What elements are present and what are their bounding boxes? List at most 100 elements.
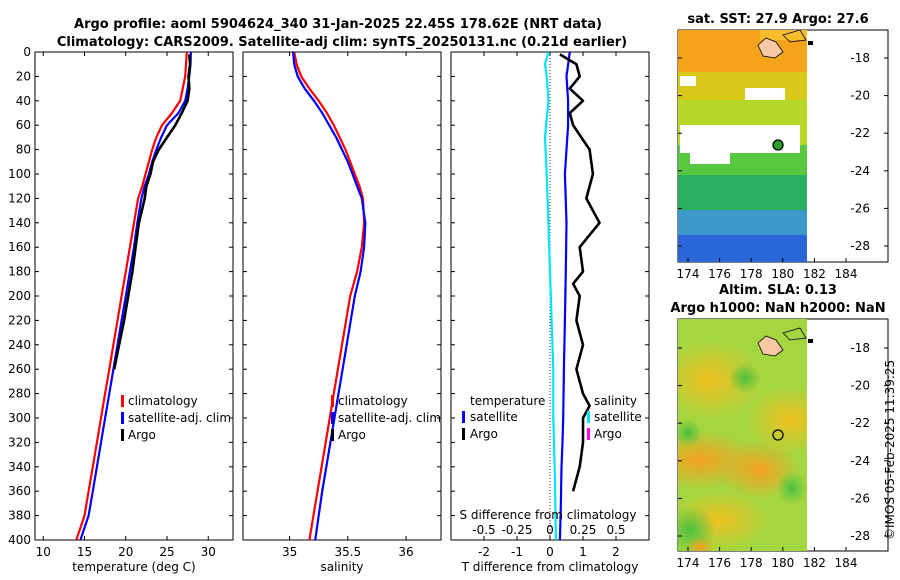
lat-tick-label: -22 xyxy=(850,416,870,430)
figure-title-line2: Climatology: CARS2009. Satellite-adj cli… xyxy=(57,35,627,50)
legend-swatch-t-argo xyxy=(462,428,465,440)
depth-tick-labels: 0 20 40 60 80 100 120 140 160 180 200 220 240 260 280 3… xyxy=(8,45,31,547)
x-tick-label: 0 xyxy=(546,545,554,559)
lon-tick-label: 178 xyxy=(740,556,763,570)
figure-title-line1: Argo profile: aoml 5904624_340 31-Jan-20… xyxy=(74,17,602,32)
x-tick-label: -1 xyxy=(511,545,523,559)
s-diff-tick-label: -0.25 xyxy=(501,523,532,537)
argo-location-marker xyxy=(772,139,784,151)
depth-tick-label: 200 xyxy=(8,289,31,303)
sla-longitude-tick-labels: 174 176 178 180 182 184 xyxy=(677,547,858,570)
salinity-series xyxy=(292,52,367,540)
depth-tick-label: 320 xyxy=(8,435,31,449)
series-line-s-satellite xyxy=(543,52,557,540)
legend-swatch-climatology xyxy=(331,395,334,407)
lat-tick-label: -24 xyxy=(850,164,870,178)
legend-label-argo: Argo xyxy=(338,428,366,442)
legend-label-climatology: climatology xyxy=(128,394,198,408)
salinity-tick-labels: 35 35.5 36 xyxy=(243,51,441,559)
temperature-legend: climatology satellite-adj. clim Argo xyxy=(121,394,231,442)
depth-tick-label: 120 xyxy=(8,191,31,205)
depth-tick-label: 140 xyxy=(8,216,31,230)
vanua-levu-outline xyxy=(782,327,807,341)
legend-label-t-satellite: satellite xyxy=(470,410,518,424)
sla-field xyxy=(678,319,807,551)
temperature-axes-frame xyxy=(34,51,234,541)
x-tick-label: 2 xyxy=(612,545,620,559)
depth-tick-label: 340 xyxy=(8,460,31,474)
lon-tick-label: 174 xyxy=(677,556,700,570)
x-tick-label: -2 xyxy=(478,545,490,559)
lon-tick-label: 176 xyxy=(708,267,731,281)
sla-map-panel: Altim. SLA: 0.13 Argo h1000: NaN h2000: … xyxy=(670,283,889,570)
lon-tick-label: 180 xyxy=(771,267,794,281)
legend-label-t-argo: Argo xyxy=(470,427,498,441)
salinity-legend: climatology satellite-adj. clim Argo xyxy=(331,394,441,442)
legend-swatch-argo xyxy=(331,429,334,441)
depth-tick-label: 260 xyxy=(8,362,31,376)
t-difference-xlabel: T difference from climatology xyxy=(461,560,639,574)
temperature-series xyxy=(75,52,192,540)
series-line-t-argo xyxy=(559,53,601,492)
lat-tick-label: -28 xyxy=(850,529,870,543)
x-tick-label: 35 xyxy=(282,545,297,559)
series-line-satellite-adj-clim xyxy=(79,52,192,540)
lon-tick-label: 182 xyxy=(803,267,826,281)
legend-swatch-s-argo xyxy=(587,428,590,440)
legend-swatch-satellite xyxy=(331,412,334,424)
vanua-levu-outline xyxy=(782,29,807,43)
legend-swatch-satellite xyxy=(121,412,124,424)
lat-tick-label: -20 xyxy=(850,379,870,393)
series-line-climatology xyxy=(75,52,188,540)
difference-panel: -2 -1 0 1 2 -0.5 -0.25 0 0.25 0.5 T difference f… xyxy=(450,51,650,574)
legend-swatch-t-satellite xyxy=(462,411,465,423)
t-difference-tick-labels: -2 -1 0 1 2 xyxy=(451,51,649,559)
lon-tick-label: 176 xyxy=(708,556,731,570)
legend-swatch-climatology xyxy=(121,395,124,407)
lat-tick-label: -18 xyxy=(850,51,870,65)
x-tick-label: 10 xyxy=(36,545,51,559)
sla-map-title: Altim. SLA: 0.13 xyxy=(719,283,837,298)
sla-latitude-tick-labels: -18 -20 -22 -24 -26 -28 xyxy=(678,341,888,543)
series-line-t-satellite xyxy=(558,52,571,540)
depth-tick-label: 0 xyxy=(23,45,31,59)
legend-title-salinity: salinity xyxy=(594,394,637,408)
sla-map-subtitle: Argo h1000: NaN h2000: NaN xyxy=(670,301,885,316)
difference-legend: temperature satellite Argo salinity sate… xyxy=(462,394,642,441)
depth-tick-label: 60 xyxy=(16,118,31,132)
salinity-xlabel: salinity xyxy=(320,560,363,574)
legend-swatch-s-satellite xyxy=(587,411,590,423)
depth-tick-label: 300 xyxy=(8,411,31,425)
depth-tick-label: 80 xyxy=(16,143,31,157)
series-line-climatology xyxy=(293,52,366,540)
legend-label-climatology: climatology xyxy=(338,394,408,408)
legend-label-satellite: satellite-adj. clim xyxy=(128,411,231,425)
legend-swatch-argo xyxy=(121,429,124,441)
salinity-panel: 35 35.5 36 salinity climatology satellite-… xyxy=(242,51,442,574)
sst-map-panel: sat. SST: 27.9 Argo: 27.6 174 176 178 180 18… xyxy=(677,12,889,281)
depth-tick-label: 180 xyxy=(8,265,31,279)
legend-label-argo: Argo xyxy=(128,428,156,442)
depth-tick-label: 360 xyxy=(8,484,31,498)
depth-tick-label: 380 xyxy=(8,509,31,523)
lon-tick-label: 180 xyxy=(771,556,794,570)
depth-tick-label: 160 xyxy=(8,240,31,254)
fiji-island-shape xyxy=(757,335,784,357)
x-tick-label: 36 xyxy=(398,545,413,559)
argo-location-marker xyxy=(772,429,784,441)
x-tick-label: 1 xyxy=(579,545,587,559)
s-diff-tick-label: 0.5 xyxy=(606,523,625,537)
lat-tick-label: -28 xyxy=(850,239,870,253)
depth-tick-label: 220 xyxy=(8,313,31,327)
temperature-tick-labels: 10 15 20 25 30 xyxy=(35,51,233,559)
depth-tick-label: 40 xyxy=(16,94,31,108)
legend-label-s-satellite: satellite xyxy=(594,410,642,424)
s-diff-tick-label: -0.5 xyxy=(472,523,495,537)
lat-tick-label: -26 xyxy=(850,491,870,505)
depth-tick-label: 280 xyxy=(8,387,31,401)
lon-tick-label: 184 xyxy=(835,556,858,570)
x-tick-label: 25 xyxy=(159,545,174,559)
depth-tick-label: 240 xyxy=(8,338,31,352)
depth-tick-label: 100 xyxy=(8,167,31,181)
